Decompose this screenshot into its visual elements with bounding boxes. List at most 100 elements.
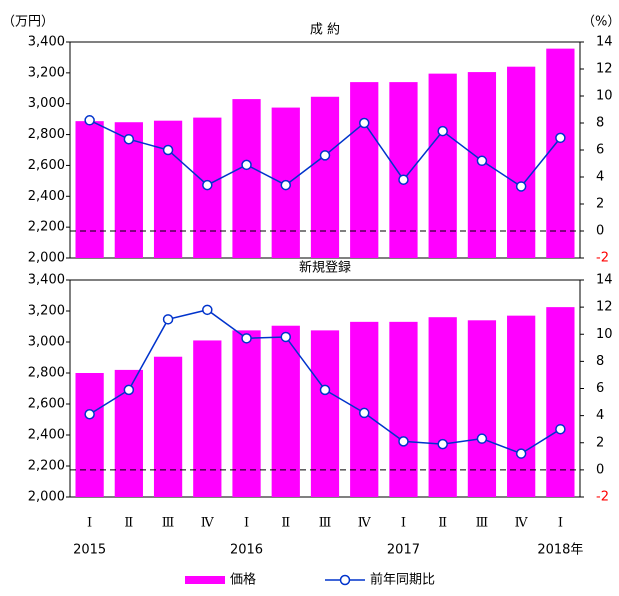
point (280, 331, 292, 343)
y-tick-label: 2,400 (28, 189, 65, 204)
bar (114, 122, 143, 258)
y2-tick-label: 12 (596, 62, 613, 77)
legend-label: 前年同期比 (370, 572, 435, 588)
bar (389, 82, 418, 258)
x-tick-label: Ⅱ (438, 516, 447, 531)
y2-tick-label: 2 (596, 435, 604, 450)
y2-unit: （%） (582, 15, 619, 30)
y2-tick-label: 4 (596, 170, 604, 185)
x-tick-label: Ⅳ (515, 516, 529, 531)
bar (310, 96, 340, 259)
bar (232, 99, 261, 258)
x-tick-label: Ⅱ (124, 516, 133, 531)
bar (193, 340, 222, 497)
x-tick-label: Ⅲ (162, 516, 175, 531)
y-tick-label: 3,400 (28, 273, 65, 288)
point (241, 333, 252, 344)
y2-tick-label: 10 (596, 89, 613, 104)
y2-tick-label: 0 (596, 224, 604, 239)
point (515, 448, 527, 459)
point (162, 314, 174, 325)
y-unit: （万円） (2, 15, 54, 30)
point (280, 179, 292, 191)
legend-marker (339, 574, 351, 586)
y2-tick-label: 2 (596, 197, 604, 212)
y-tick-label: 3,400 (28, 35, 65, 50)
y-tick-label: 3,000 (28, 96, 65, 111)
y-tick-label: 2,600 (28, 158, 65, 173)
point (162, 144, 174, 156)
legend-label: 価格 (230, 572, 256, 588)
y2-tick-label: 0 (596, 462, 604, 477)
y2-tick-label: -2 (596, 490, 609, 505)
point (241, 159, 252, 171)
y2-tick-label: 6 (596, 381, 604, 396)
point (319, 384, 331, 396)
y2-tick-label: 4 (596, 408, 604, 423)
point (123, 384, 135, 396)
point (358, 407, 370, 419)
x-tick-label: Ⅲ (319, 516, 332, 531)
y2-tick-label: -2 (596, 251, 609, 266)
point (437, 438, 448, 450)
point (555, 132, 566, 144)
point (123, 133, 135, 145)
point (358, 117, 370, 129)
bar (389, 321, 418, 497)
x-tick-label: Ⅰ (401, 516, 406, 531)
point (84, 115, 95, 126)
bar (75, 121, 104, 258)
bar (507, 66, 536, 258)
chart-title: 新規登録 (299, 260, 351, 276)
year-label: 2016 (230, 543, 263, 558)
bar (153, 120, 183, 258)
x-tick-label: Ⅳ (201, 516, 215, 531)
y2-tick-label: 10 (596, 327, 613, 342)
y-tick-label: 2,200 (28, 220, 65, 235)
x-tick-label: Ⅰ (244, 516, 249, 531)
y-tick-label: 2,800 (28, 366, 65, 381)
y-tick-label: 2,000 (28, 251, 65, 266)
y2-tick-label: 12 (596, 300, 613, 315)
point (515, 181, 527, 192)
point (437, 125, 448, 137)
y-tick-label: 2,200 (28, 459, 65, 474)
bar (428, 73, 457, 258)
y2-tick-label: 8 (596, 354, 604, 369)
point (555, 423, 566, 435)
point (84, 409, 95, 420)
point (398, 436, 409, 447)
bar (350, 82, 379, 258)
bar (75, 373, 104, 497)
year-label: 2017 (387, 543, 420, 558)
y-tick-label: 2,600 (28, 397, 65, 412)
bar (546, 48, 575, 259)
y-tick-label: 2,400 (28, 428, 65, 443)
chart-title: 成 約 (310, 23, 340, 38)
bar (153, 356, 183, 497)
y2-tick-label: 14 (596, 273, 613, 288)
point (476, 155, 488, 167)
y-tick-label: 3,000 (28, 335, 65, 350)
x-tick-label: Ⅰ (87, 516, 92, 531)
y-tick-label: 3,200 (28, 304, 65, 319)
y2-tick-label: 6 (596, 143, 604, 158)
bar (232, 330, 261, 497)
bar (507, 315, 536, 497)
y2-tick-label: 8 (596, 116, 604, 131)
bar (467, 320, 497, 497)
point (202, 179, 213, 191)
point (476, 433, 488, 444)
x-tick-label: Ⅰ (558, 516, 563, 531)
legend-swatch (185, 576, 225, 584)
x-tick-label: Ⅲ (476, 516, 489, 531)
point (398, 174, 409, 185)
y2-tick-label: 14 (596, 35, 613, 50)
point (319, 150, 331, 161)
x-tick-label: Ⅱ (281, 516, 290, 531)
bar (310, 330, 340, 497)
bar (428, 317, 457, 497)
point (202, 304, 213, 316)
bar (271, 325, 300, 497)
